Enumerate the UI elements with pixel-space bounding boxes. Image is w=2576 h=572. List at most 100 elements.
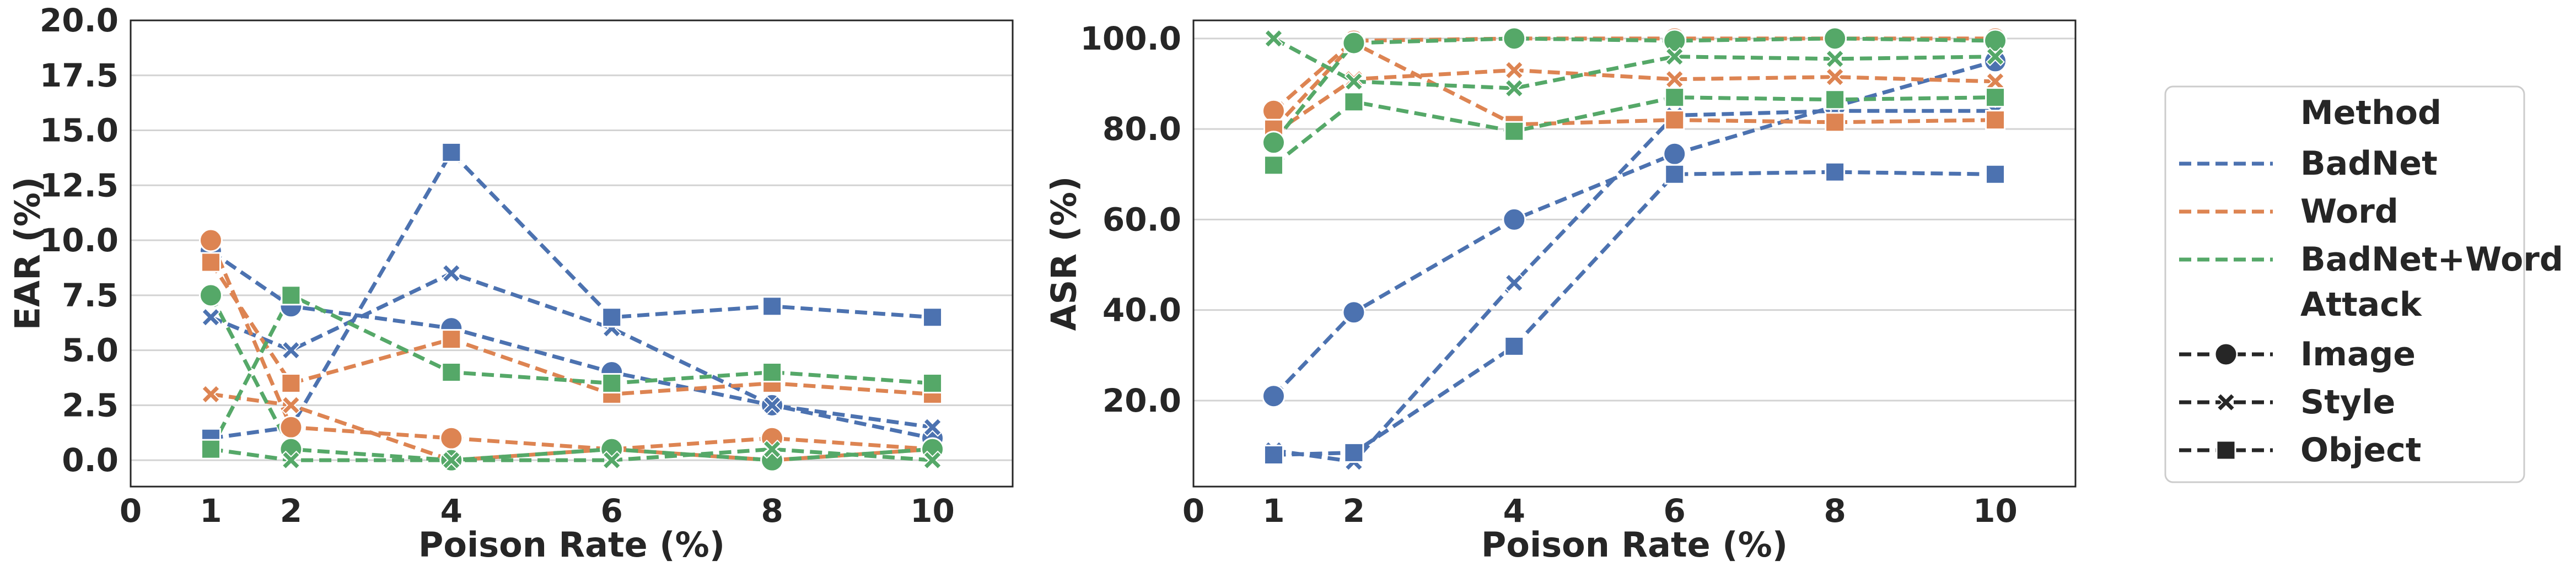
ear-point-word-style bbox=[281, 395, 301, 415]
ear-x-tick-label: 1 bbox=[200, 492, 222, 530]
asr-line-badnet-object bbox=[1273, 170, 1996, 457]
ear-x-axis-label: Poison Rate (%) bbox=[418, 525, 725, 565]
legend-label-badnet-plus-word: BadNet+Word bbox=[2300, 240, 2563, 279]
ear-y-tick-label: 17.5 bbox=[40, 57, 119, 94]
asr-point-badnet-object bbox=[1664, 164, 1685, 185]
legend-frame bbox=[2164, 85, 2525, 483]
legend-attacks: Image Style Object bbox=[2179, 335, 2421, 470]
legend-label-style: Style bbox=[2300, 383, 2395, 422]
ear-line-word-style bbox=[210, 392, 933, 462]
asr-point-badnet-image bbox=[1663, 142, 1687, 166]
asr-point-badnet-object bbox=[1263, 445, 1284, 466]
legend-marker-image bbox=[2214, 342, 2238, 366]
ear-line-badnet-plus-word-image bbox=[209, 294, 933, 462]
asr-point-badnet-plus-word-image bbox=[1342, 31, 1366, 55]
ear-point-badnet-style bbox=[442, 263, 461, 283]
asr-point-badnet-object bbox=[1825, 161, 1846, 182]
asr-y-tick-label: 40.0 bbox=[1103, 292, 1181, 329]
ear-point-word-image bbox=[198, 228, 223, 252]
ear-point-badnet-plus-word-object bbox=[762, 361, 783, 382]
ear-line-badnet-style bbox=[210, 271, 933, 429]
asr-x-tick-label: 10 bbox=[1973, 492, 2018, 530]
ear-y-tick-label: 15.0 bbox=[40, 112, 119, 149]
ear-y-tick-label: 12.5 bbox=[40, 166, 119, 204]
ear-line-word-image bbox=[209, 239, 933, 451]
ear-point-word-object bbox=[200, 252, 221, 273]
ear-point-badnet-plus-word-object bbox=[281, 285, 302, 306]
ear-point-badnet-object bbox=[601, 307, 622, 328]
ear-point-word-object bbox=[281, 373, 302, 393]
ear-point-badnet-plus-word-style bbox=[762, 439, 782, 459]
asr-point-badnet-plus-word-style bbox=[1504, 78, 1524, 98]
asr-point-badnet-plus-word-image bbox=[1502, 26, 1526, 51]
ear-point-badnet-plus-word-object bbox=[922, 373, 943, 393]
asr-line-badnet-image bbox=[1272, 59, 1996, 398]
ear-point-badnet-plus-word-object bbox=[200, 439, 221, 460]
legend: Method BadNet Word BadNet+Word Attack Imag… bbox=[2164, 85, 2563, 483]
legend-label-word: Word bbox=[2300, 192, 2398, 231]
ear-point-badnet-object bbox=[762, 296, 783, 317]
asr-point-badnet-object bbox=[1504, 336, 1525, 357]
ear-point-badnet-plus-word-style bbox=[442, 450, 461, 470]
ear-point-word-image bbox=[279, 415, 303, 439]
asr-point-badnet-plus-word-object bbox=[1985, 87, 2006, 108]
asr-point-badnet-plus-word-style bbox=[1986, 47, 2005, 67]
ear-point-badnet-plus-word-style bbox=[281, 450, 301, 470]
asr-point-badnet-plus-word-image bbox=[1261, 131, 1286, 155]
ear-y-tick-label: 5.0 bbox=[62, 332, 119, 369]
asr-point-badnet-plus-word-object bbox=[1504, 121, 1525, 142]
asr-y-tick-label: 100.0 bbox=[1080, 20, 1181, 57]
asr-line-badnet-plus-word-object bbox=[1272, 95, 1996, 167]
asr-x-tick-label: 2 bbox=[1343, 492, 1365, 530]
ear-y-tick-label: 10.0 bbox=[40, 222, 119, 259]
asr-point-word-object bbox=[1664, 110, 1685, 131]
asr-point-badnet-plus-word-image bbox=[1663, 29, 1687, 53]
asr-line-word-object bbox=[1272, 40, 1996, 131]
asr-y-axis-label: ASR (%) bbox=[1044, 176, 1084, 331]
asr-point-badnet-plus-word-image bbox=[1823, 26, 1847, 51]
asr-point-badnet-image bbox=[1342, 300, 1366, 325]
ear-point-badnet-plus-word-object bbox=[601, 373, 622, 393]
ear-point-badnet-plus-word-style bbox=[923, 450, 942, 470]
asr-point-badnet-plus-word-object bbox=[1263, 155, 1284, 176]
ear-line-badnet-image bbox=[209, 250, 933, 440]
asr-point-badnet-plus-word-style bbox=[1665, 47, 1685, 67]
asr-point-badnet-plus-word-style bbox=[1344, 72, 1364, 91]
asr-point-badnet-object bbox=[1985, 164, 2006, 185]
asr-y-tick-label: 20.0 bbox=[1103, 382, 1181, 419]
ear-x-tick-label: 2 bbox=[280, 492, 302, 530]
ear-line-badnet-plus-word-object bbox=[209, 293, 933, 450]
asr-point-word-style bbox=[1825, 67, 1845, 87]
chart-ear: 0.0 2.5 5.0 7.5 10.0 12.5 15.0 17.5 20.0 0 1 2 4 6 8 10… bbox=[8, 2, 1014, 565]
asr-x-tick-label: 4 bbox=[1503, 492, 1525, 530]
asr-x-tick-label: 8 bbox=[1824, 492, 1846, 530]
asr-point-badnet-plus-word-object bbox=[1825, 89, 1846, 110]
ear-x-tick-label: 8 bbox=[761, 492, 783, 530]
asr-axes-frame bbox=[1192, 19, 2077, 488]
ear-line-badnet-object bbox=[210, 149, 933, 440]
ear-point-badnet-style bbox=[923, 417, 942, 437]
ear-point-badnet-plus-word-object bbox=[441, 361, 462, 382]
asr-point-word-object bbox=[1985, 110, 2006, 131]
asr-x-tick-label: 6 bbox=[1664, 492, 1686, 530]
asr-y-tick-label: 60.0 bbox=[1103, 201, 1181, 238]
ear-y-tick-label: 20.0 bbox=[40, 2, 119, 39]
asr-x-tick-label: 1 bbox=[1262, 492, 1284, 530]
asr-point-badnet-plus-word-style bbox=[1264, 29, 1283, 48]
ear-axes-frame bbox=[130, 19, 1014, 488]
legend-attack-title: Attack bbox=[2300, 285, 2423, 324]
ear-x-tick-label: 6 bbox=[601, 492, 623, 530]
asr-point-word-style bbox=[1504, 60, 1524, 80]
asr-line-badnet-plus-word-image bbox=[1272, 36, 1996, 144]
ear-point-word-image bbox=[439, 426, 464, 450]
asr-point-badnet-image bbox=[1502, 207, 1526, 231]
asr-x-axis-label: Poison Rate (%) bbox=[1481, 525, 1788, 565]
asr-point-badnet-style bbox=[1504, 273, 1524, 293]
ear-point-badnet-style bbox=[281, 341, 301, 360]
asr-point-word-image bbox=[1261, 99, 1286, 123]
ear-x-tick-label: 0 bbox=[120, 492, 142, 530]
ear-point-badnet-plus-word-style bbox=[602, 450, 622, 470]
legend-marker-object bbox=[2215, 440, 2236, 461]
